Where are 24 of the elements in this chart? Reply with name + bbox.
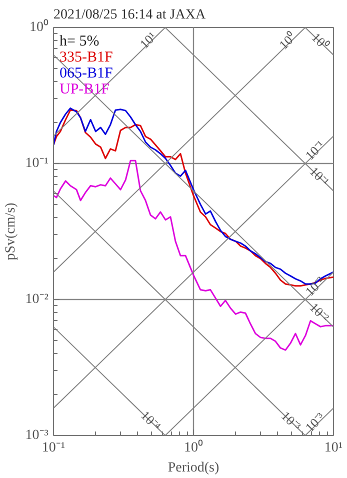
x-tick-label: 10⁰ (184, 440, 203, 456)
text: 10⁰ (276, 28, 300, 52)
text: 10⁻³ (278, 408, 304, 434)
annotation: h= 5% (60, 34, 100, 50)
text: 335-B1F (60, 50, 113, 66)
y-tick-label: 10⁰ (30, 19, 48, 35)
chart-title: 2021/08/25 16:14 at JAXA (54, 8, 206, 22)
y-tick-label: 10⁻² (25, 292, 49, 307)
text: 10⁻¹ (302, 137, 328, 163)
text: 10¹ (136, 28, 160, 52)
text: 10⁻¹ (306, 164, 332, 190)
x-axis-title: Period(s) (168, 460, 220, 476)
text: 10⁻⁴ (138, 408, 164, 434)
y-tick-label: 10⁻¹ (25, 156, 49, 171)
text: 10⁻² (302, 273, 328, 299)
series-label: 065-B1F (60, 66, 113, 82)
x-tick-label: 10⁻¹ (42, 440, 66, 456)
text: UP-B1F (60, 82, 110, 98)
y-tick-label: 10⁻³ (25, 428, 49, 443)
text: 10⁻³ (302, 409, 328, 435)
x-tick-label: 10¹ (324, 440, 343, 456)
text: 10⁻² (306, 300, 332, 326)
text: 10⁰ (308, 30, 332, 53)
y-axis-title: pSv(cm/s) (3, 202, 18, 260)
